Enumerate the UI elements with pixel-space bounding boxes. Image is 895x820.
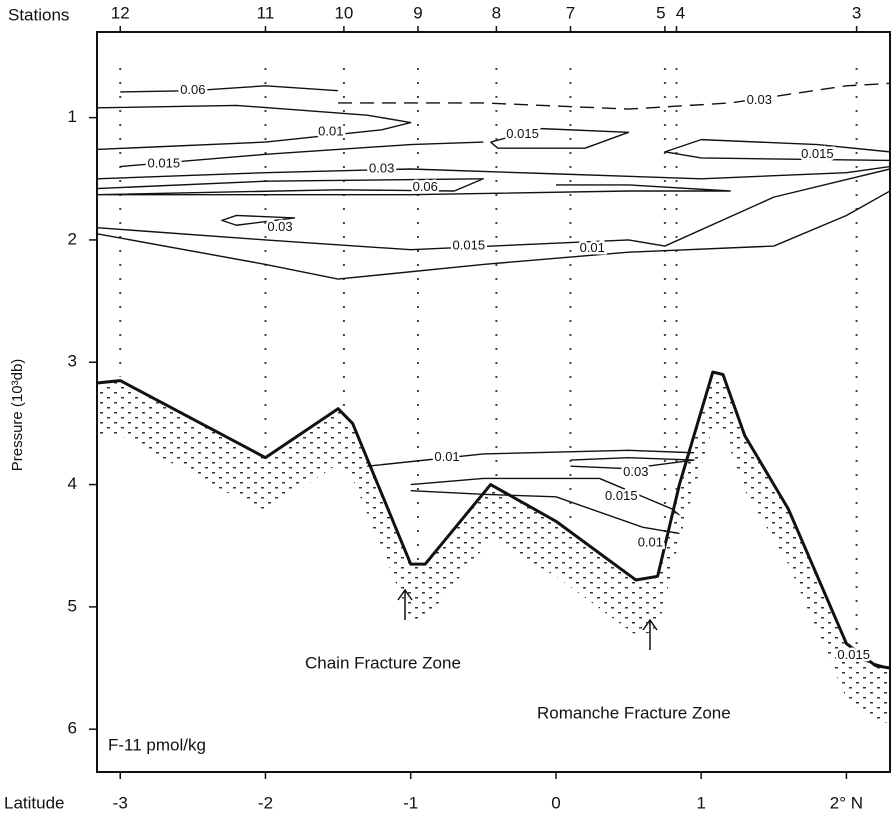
- contour-label: 0.01: [434, 449, 459, 464]
- contour-label: 0.015: [801, 146, 834, 161]
- x-tick-label: 1: [696, 793, 705, 812]
- station-label: 4: [676, 3, 685, 22]
- x-tick-label: -3: [113, 793, 128, 812]
- contour-label: 0.06: [180, 82, 205, 97]
- contour-line: [96, 168, 891, 251]
- contour-line: [96, 165, 891, 180]
- y-axis-title: Pressure (10³db): [9, 359, 26, 472]
- legend-note: F-11 pmol/kg: [108, 735, 206, 754]
- x-axis-title: Latitude: [4, 793, 65, 812]
- contour-label: 0.01: [638, 535, 663, 550]
- contour-label: 0.015: [148, 156, 181, 171]
- contour-label: 0.03: [369, 160, 394, 175]
- contour-line: [338, 82, 891, 110]
- contour-line: [120, 85, 339, 93]
- station-label: 10: [334, 3, 353, 22]
- y-tick-label: 4: [68, 474, 77, 493]
- contour-line: [96, 190, 891, 280]
- contour-label: 0.06: [413, 179, 438, 194]
- station-label: 9: [413, 3, 422, 22]
- contour-label: 0.03: [747, 92, 772, 107]
- annotation: Chain Fracture Zone: [305, 653, 461, 672]
- contour-line: [664, 138, 891, 162]
- contour-line: [96, 178, 731, 196]
- contour-line: [120, 141, 484, 168]
- x-tick-label: -2: [258, 793, 273, 812]
- contour-line: [490, 127, 630, 149]
- station-label: 11: [257, 3, 275, 22]
- station-label: 12: [111, 3, 130, 22]
- seafloor-stipple: [97, 372, 890, 724]
- contour-label: 0.015: [453, 237, 486, 252]
- contour-line: [221, 214, 296, 226]
- contour-line: [367, 449, 694, 467]
- x-tick-label: -1: [403, 793, 418, 812]
- contour-label: 0.015: [506, 126, 539, 141]
- contour-label: 0.015: [605, 488, 638, 503]
- station-label: 8: [492, 3, 501, 22]
- contour-label: 0.015: [837, 647, 870, 662]
- station-label: 3: [852, 3, 861, 22]
- station-label: 5: [656, 3, 665, 22]
- contour-line: [410, 477, 680, 516]
- top-axis-title: Stations: [8, 5, 69, 24]
- contour-line: [410, 489, 680, 535]
- contour-line: [96, 104, 412, 151]
- y-tick-label: 6: [68, 719, 77, 738]
- contour-line: [570, 456, 695, 470]
- y-tick-label: 2: [68, 229, 77, 248]
- y-tick-label: 3: [68, 352, 77, 371]
- contour-label: 0.03: [623, 464, 648, 479]
- x-tick-label: 2° N: [830, 793, 863, 812]
- contour-label: 0.01: [580, 240, 605, 255]
- y-tick-label: 5: [68, 596, 77, 615]
- annotation: Romanche Fracture Zone: [537, 703, 731, 722]
- contour-line: [846, 655, 891, 669]
- seafloor-line: [96, 370, 891, 670]
- contour-label: 0.03: [267, 219, 292, 234]
- contour-label: 0.01: [318, 124, 343, 139]
- station-label: 7: [566, 3, 575, 22]
- x-tick-label: 0: [551, 793, 560, 812]
- y-tick-label: 1: [68, 107, 77, 126]
